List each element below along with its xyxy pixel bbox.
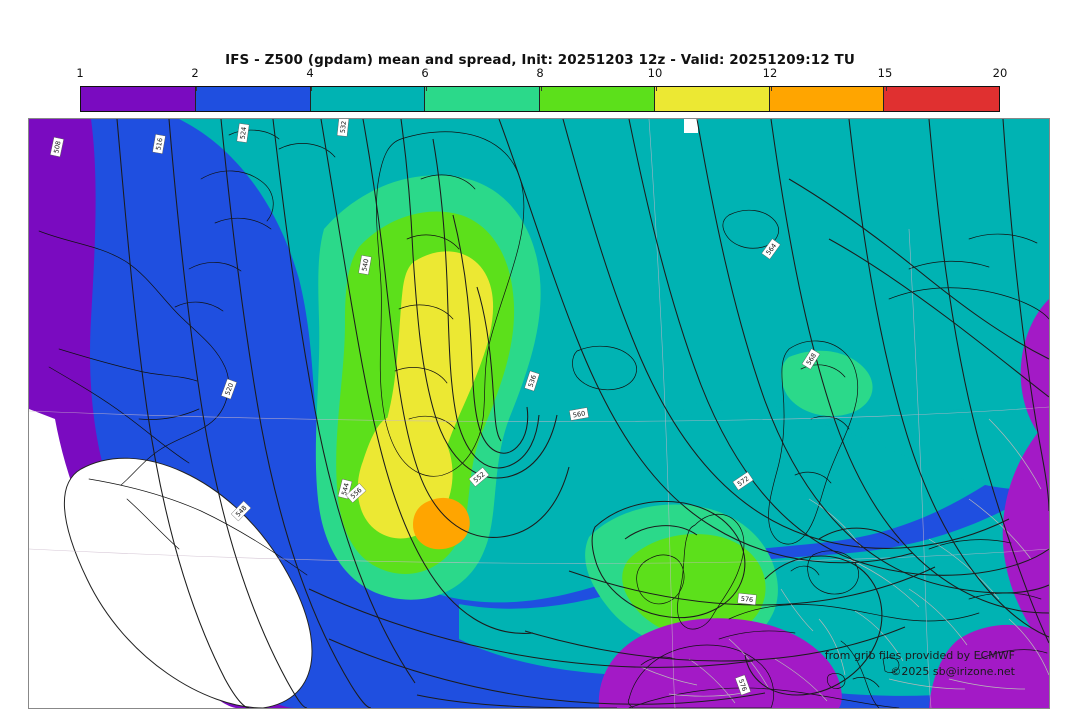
colorbar-tick-12: 12 [762, 66, 778, 80]
colorbar-tick-8: 8 [536, 66, 544, 80]
greenland-outline [376, 131, 525, 477]
map-canvas[interactable]: 508 516 524 532 [28, 118, 1050, 709]
no-data-top-notch [684, 119, 698, 133]
spread-band-1-2-nafrica [598, 618, 842, 708]
colorbar-segment-2-4 [194, 87, 311, 111]
colorbar-tick-4: 4 [306, 66, 314, 80]
colorbar-segment-10-12 [653, 87, 770, 111]
svg-text:576: 576 [737, 678, 749, 692]
colorbar-segment-15-20 [883, 87, 999, 111]
spread-band-1-2-east [1002, 419, 1049, 655]
colorbar-tick-1: 1 [76, 66, 84, 80]
colorbar: 1 2 4 6 8 10 12 15 20 [76, 66, 1007, 112]
colorbar-tick-20: 20 [992, 66, 1008, 80]
svg-text:532: 532 [339, 120, 348, 133]
ireland [636, 554, 685, 605]
svg-text:560: 560 [572, 409, 586, 419]
colorbar-tick-10: 10 [647, 66, 663, 80]
country-borders [640, 418, 1049, 704]
colorbar-segment-12-15 [768, 87, 885, 111]
svg-text:544: 544 [340, 482, 351, 496]
colorbar-segment-4-6 [309, 87, 426, 111]
spread-band-6-8-d [781, 350, 873, 417]
mean-contours [116, 119, 1049, 708]
italy [840, 640, 880, 708]
svg-text:576: 576 [740, 595, 753, 604]
no-data-region-west [29, 409, 237, 708]
colorbar-tick-15: 15 [877, 66, 893, 80]
no-data-ellipse [64, 457, 313, 708]
spread-band-1-2-east-c [929, 624, 1049, 708]
colorbar-tick-labels: 1 2 4 6 8 10 12 15 20 [76, 66, 1007, 84]
page-title: IFS - Z500 (gpdam) mean and spread, Init… [225, 52, 855, 68]
scandinavia [768, 340, 858, 545]
svg-text:516: 516 [154, 137, 164, 151]
coastlines [38, 129, 1049, 708]
colorbar-segment-8-10 [539, 87, 655, 111]
svg-text:540: 540 [360, 258, 370, 272]
colorbar-gradient [80, 86, 1000, 112]
colorbar-segment-1-2 [81, 87, 196, 111]
colorbar-tick-2: 2 [191, 66, 199, 80]
spread-band-8-10-b [622, 533, 766, 639]
map-plot: 508 516 524 532 [29, 119, 1049, 708]
great-britain [677, 513, 745, 630]
svg-text:508: 508 [52, 140, 62, 154]
spread-band-12-15 [413, 497, 470, 550]
spread-band-4-6-c [669, 400, 1049, 490]
iberia [627, 644, 774, 708]
colorbar-tick-6: 6 [421, 66, 429, 80]
svg-text:524: 524 [239, 126, 249, 139]
svg-text:520: 520 [223, 382, 235, 396]
contour-labels: 508 516 524 532 [50, 119, 821, 696]
svg-text:536: 536 [527, 374, 538, 388]
colorbar-segment-6-8 [424, 87, 540, 111]
